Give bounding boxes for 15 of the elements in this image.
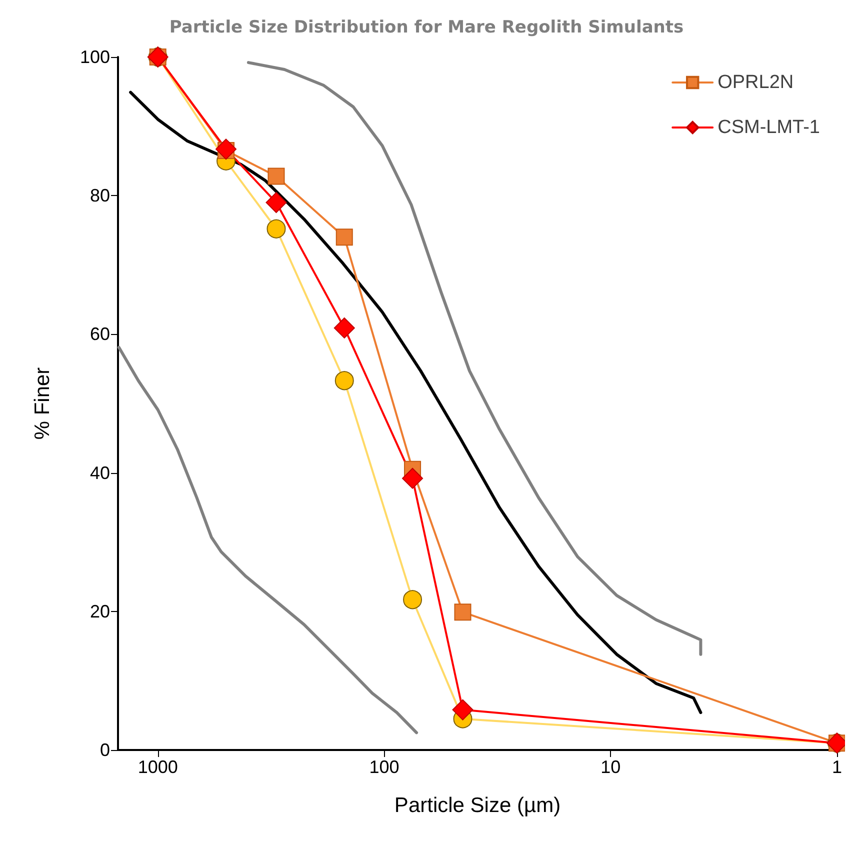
- x-axis-title: Particle Size (µm): [394, 794, 561, 817]
- y-tick-label: 40: [90, 462, 110, 483]
- y-tick-label: 20: [90, 601, 110, 622]
- legend-label: CSM-LMT-1: [718, 117, 820, 138]
- x-tick-label: 1: [832, 757, 842, 777]
- y-tick-label: 100: [80, 47, 110, 67]
- y-tick-label: 0: [100, 740, 110, 760]
- y-tick-label: 60: [90, 324, 110, 344]
- x-tick-label: 100: [369, 757, 400, 777]
- chart-title: Particle Size Distribution for Mare Regolith Simulants: [169, 18, 684, 38]
- y-tick-label: 80: [90, 186, 110, 206]
- x-tick-label: 10: [600, 757, 621, 777]
- x-tick-label: 1000: [138, 757, 178, 777]
- y-axis-title: % Finer: [31, 367, 54, 440]
- legend-label: OPRL2N: [718, 72, 794, 93]
